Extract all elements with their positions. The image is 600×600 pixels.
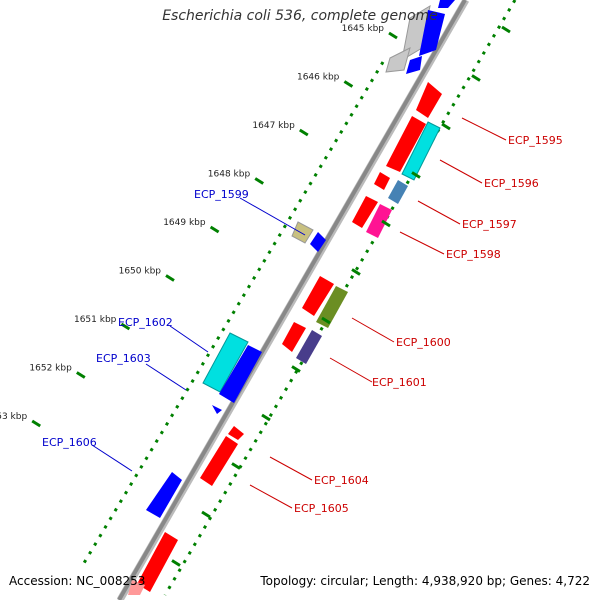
gene-cyan-ecp1596[interactable] [401,121,441,181]
inner-track-tick [261,413,271,422]
callout-ecp1600 [351,317,395,343]
inner-track-tick [411,171,421,179]
label-ecp1601[interactable]: ECP_1601 [372,376,427,389]
inner-track-tick [231,462,241,470]
gene-red-ecp1601[interactable] [282,322,306,352]
ruler-label: 1648 kbp [208,170,251,180]
gene-red-bottom[interactable] [137,532,178,592]
label-ecp1599[interactable]: ECP_1599 [194,188,249,201]
ruler: 1645 kbp 1646 kbp 1647 kbp 1648 kbp 1649 kbp… [0,24,511,567]
callout-ecp1603 [145,363,187,391]
gene-blue-ecp1603[interactable] [219,345,262,403]
ruler-label: 1653 kbp [0,412,27,422]
inner-track-tick [171,559,181,567]
gene-blue-3[interactable] [406,56,422,74]
ruler-tick [254,177,264,185]
gene-steelblue-ecp1597[interactable] [388,180,408,204]
label-ecp1603[interactable]: ECP_1603 [96,352,151,365]
ruler-label: 1652 kbp [29,364,72,374]
gene-blue-ecp1606[interactable] [146,472,182,518]
ruler-label: 1649 kbp [163,218,206,228]
ruler-label: 1650 kbp [119,267,162,277]
label-ecp1604[interactable]: ECP_1604 [314,474,369,487]
ruler-tick [120,322,131,331]
gene-red-ecp1604[interactable] [200,436,238,486]
callout-ecp1598 [399,231,445,255]
gene-gray-2[interactable] [385,47,411,73]
gene-red-ecp1598a[interactable] [352,196,378,228]
gene-blue-ecp1599[interactable] [310,232,326,252]
label-ecp1602[interactable]: ECP_1602 [118,316,173,329]
forward-genes [128,0,455,595]
inner-track-tick [351,268,361,276]
label-ecp1598[interactable]: ECP_1598 [446,248,501,261]
gene-red-ecp1596[interactable] [386,116,426,172]
gene-slate-ecp1601[interactable] [296,330,322,364]
reverse-genes [200,82,442,486]
outer-dotted-track [82,61,385,564]
inner-track-tick [381,219,391,228]
inner-track-tick [321,316,331,325]
ruler-tick [76,371,86,379]
ruler-label: 1646 kbp [297,73,340,83]
callout-ecp1606 [91,444,133,472]
gene-magenta-ecp1598[interactable] [366,204,392,238]
label-ecp1597[interactable]: ECP_1597 [462,218,517,231]
accession-text: Accession: NC_008253 [9,574,146,588]
ruler-tick [343,80,354,88]
genome-summary-text: Topology: circular; Length: 4,938,920 bp… [260,574,590,588]
ruler-tick [299,128,309,137]
gene-red-ecp1604-small[interactable] [228,426,244,440]
callout-ecp1599 [239,197,306,236]
label-ecp1606[interactable]: ECP_1606 [42,436,97,449]
callout-ecp1604 [269,456,313,481]
callouts [91,117,507,509]
label-ecp1595[interactable]: ECP_1595 [508,134,563,147]
ruler-tick [165,274,175,282]
gene-blue-small[interactable] [212,405,222,414]
ruler-tick [388,31,398,40]
callout-ecp1597 [417,200,461,225]
label-ecp1605[interactable]: ECP_1605 [294,502,349,515]
callout-ecp1596 [439,159,483,184]
ruler-tick [209,225,220,234]
ruler-tick [31,419,41,428]
map-title: Escherichia coli 536, complete genome [162,8,438,24]
inner-track-tick [201,510,211,519]
gene-red-small[interactable] [374,172,390,190]
inner-track-tick [501,25,511,34]
gene-cyan-ecp1602[interactable] [202,332,249,393]
ruler-label: 1651 kbp [74,315,117,325]
gene-red-ecp1595[interactable] [416,82,442,118]
gene-pink-bottom[interactable] [128,580,145,595]
gene-red-ecp1600[interactable] [302,276,334,316]
label-ecp1596[interactable]: ECP_1596 [484,177,539,190]
gene-blue-top[interactable] [438,0,455,8]
gene-blue-2[interactable] [419,10,445,56]
inner-track-tick [291,365,301,373]
ruler-label: 1645 kbp [342,24,385,34]
callout-ecp1601 [329,357,373,383]
inner-track-tick [471,74,481,82]
callout-ecp1602 [169,325,209,353]
callout-ecp1605 [249,484,293,509]
gene-khaki[interactable] [291,221,314,244]
backbone [117,0,467,600]
inner-track-tick [441,122,451,131]
gene-labels: ECP_1599 ECP_1602 ECP_1603 ECP_1606 ECP_… [42,134,563,515]
callout-ecp1595 [461,117,507,141]
label-ecp1600[interactable]: ECP_1600 [396,336,451,349]
ruler-label: 1647 kbp [252,121,295,131]
